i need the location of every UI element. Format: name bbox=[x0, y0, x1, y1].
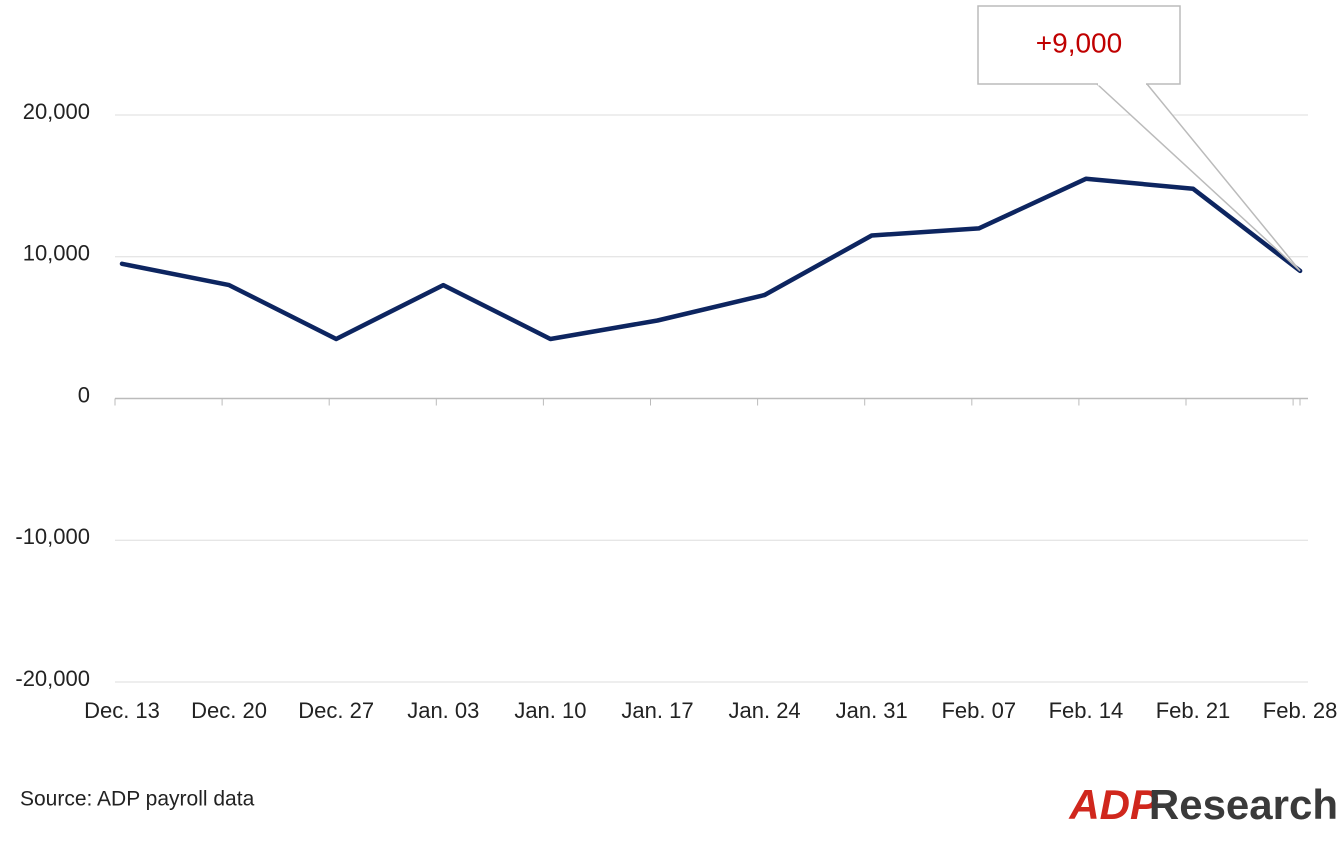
data-line bbox=[119, 176, 1303, 342]
x-tick-label: Feb. 28 bbox=[1263, 698, 1338, 723]
annotation: +9,000 bbox=[1036, 27, 1122, 58]
x-tick-label: Jan. 03 bbox=[407, 698, 479, 723]
x-tick-label: Dec. 27 bbox=[298, 698, 374, 723]
x-tick-label: Feb. 21 bbox=[1156, 698, 1231, 723]
callout-pointer bbox=[1095, 83, 1301, 272]
x-tick-label: Feb. 14 bbox=[1049, 698, 1124, 723]
x-tick-label: Jan. 10 bbox=[514, 698, 586, 723]
source-note: Source: ADP payroll data bbox=[20, 788, 255, 811]
y-tick-label: -20,000 bbox=[15, 666, 90, 691]
x-tick-label: Jan. 31 bbox=[836, 698, 908, 723]
y-tick-label: 10,000 bbox=[23, 241, 90, 266]
logo-mark: ADP bbox=[1068, 781, 1159, 828]
x-tick-label: Feb. 07 bbox=[941, 698, 1016, 723]
x-tick-label: Dec. 13 bbox=[84, 698, 160, 723]
y-tick-label: 0 bbox=[78, 382, 90, 407]
x-tick-label: Jan. 17 bbox=[621, 698, 693, 723]
callout-box bbox=[977, 5, 1181, 85]
x-tick-label: Dec. 20 bbox=[191, 698, 267, 723]
logo-text: Research bbox=[1149, 781, 1338, 828]
x-tick-label: Jan. 24 bbox=[729, 698, 801, 723]
y-tick-label: -10,000 bbox=[15, 524, 90, 549]
y-tick-label: 20,000 bbox=[23, 99, 90, 124]
